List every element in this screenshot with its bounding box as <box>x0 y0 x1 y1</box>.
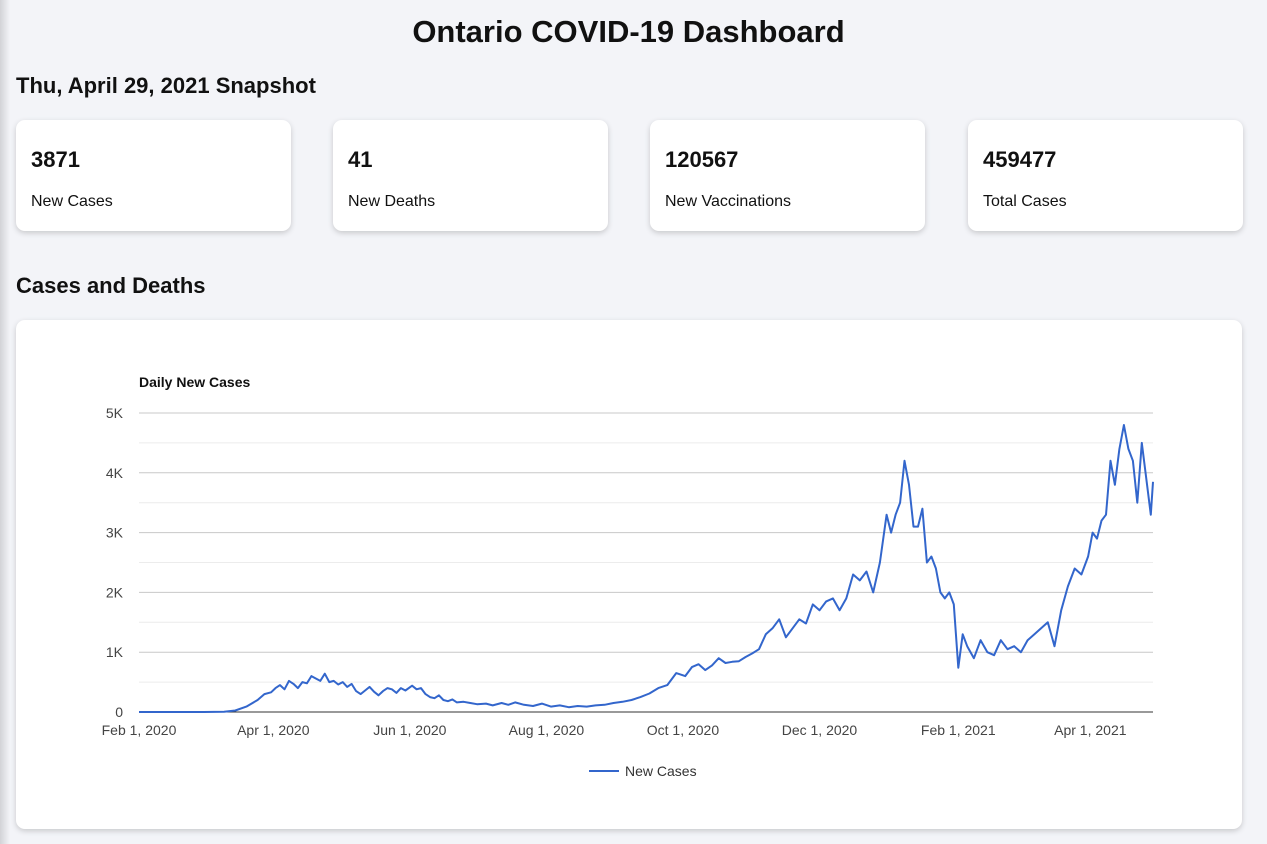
page-title: Ontario COVID-19 Dashboard <box>412 14 845 49</box>
card-new-deaths: 41 New Deaths <box>333 120 608 231</box>
snapshot-title: Thu, April 29, 2021 Snapshot <box>16 73 316 98</box>
chart-panel: Daily New Cases 0 1K 2K 3K 4K 5K Feb 1, 2020 A… <box>16 320 1242 829</box>
card-label: Total Cases <box>983 193 1067 210</box>
card-value: 3871 <box>31 147 80 172</box>
card-label: New Vaccinations <box>665 193 791 210</box>
x-tick-label: Aug 1, 2020 <box>509 722 585 738</box>
card-total-cases: 459477 Total Cases <box>968 120 1243 231</box>
card-label: New Deaths <box>348 193 436 210</box>
y-axis-ticks: 0 1K 2K 3K 4K 5K <box>106 405 124 720</box>
card-new-vaccinations: 120567 New Vaccinations <box>650 120 925 231</box>
card-new-cases: 3871 New Cases <box>16 120 291 231</box>
legend-label-new-cases: New Cases <box>625 763 697 779</box>
x-tick-label: Oct 1, 2020 <box>647 722 720 738</box>
x-tick-label: Dec 1, 2020 <box>782 722 858 738</box>
y-tick-label: 1K <box>106 644 124 660</box>
y-tick-label: 0 <box>115 704 123 720</box>
x-tick-label: Apr 1, 2021 <box>1054 722 1127 738</box>
section-title: Cases and Deaths <box>16 273 206 298</box>
x-tick-label: Feb 1, 2020 <box>102 722 177 738</box>
x-tick-label: Feb 1, 2021 <box>921 722 996 738</box>
window-edge <box>0 0 10 844</box>
y-tick-label: 4K <box>106 465 124 481</box>
chart-title: Daily New Cases <box>139 374 250 390</box>
x-tick-label: Jun 1, 2020 <box>373 722 446 738</box>
card-value: 120567 <box>665 147 739 172</box>
daily-new-cases-chart: Daily New Cases 0 1K 2K 3K 4K 5K Feb 1, 2020 A… <box>102 374 1154 779</box>
x-axis-ticks: Feb 1, 2020 Apr 1, 2020 Jun 1, 2020 Aug 1, … <box>102 722 1127 738</box>
card-label: New Cases <box>31 193 113 210</box>
y-tick-label: 5K <box>106 405 124 421</box>
legend[interactable]: New Cases <box>589 763 697 779</box>
grid <box>139 412 1153 683</box>
y-tick-label: 3K <box>106 525 124 541</box>
card-value: 459477 <box>983 147 1057 172</box>
x-tick-label: Apr 1, 2020 <box>237 722 310 738</box>
y-tick-label: 2K <box>106 584 124 600</box>
card-value: 41 <box>348 147 373 172</box>
series-line-new-cases[interactable] <box>139 424 1154 713</box>
